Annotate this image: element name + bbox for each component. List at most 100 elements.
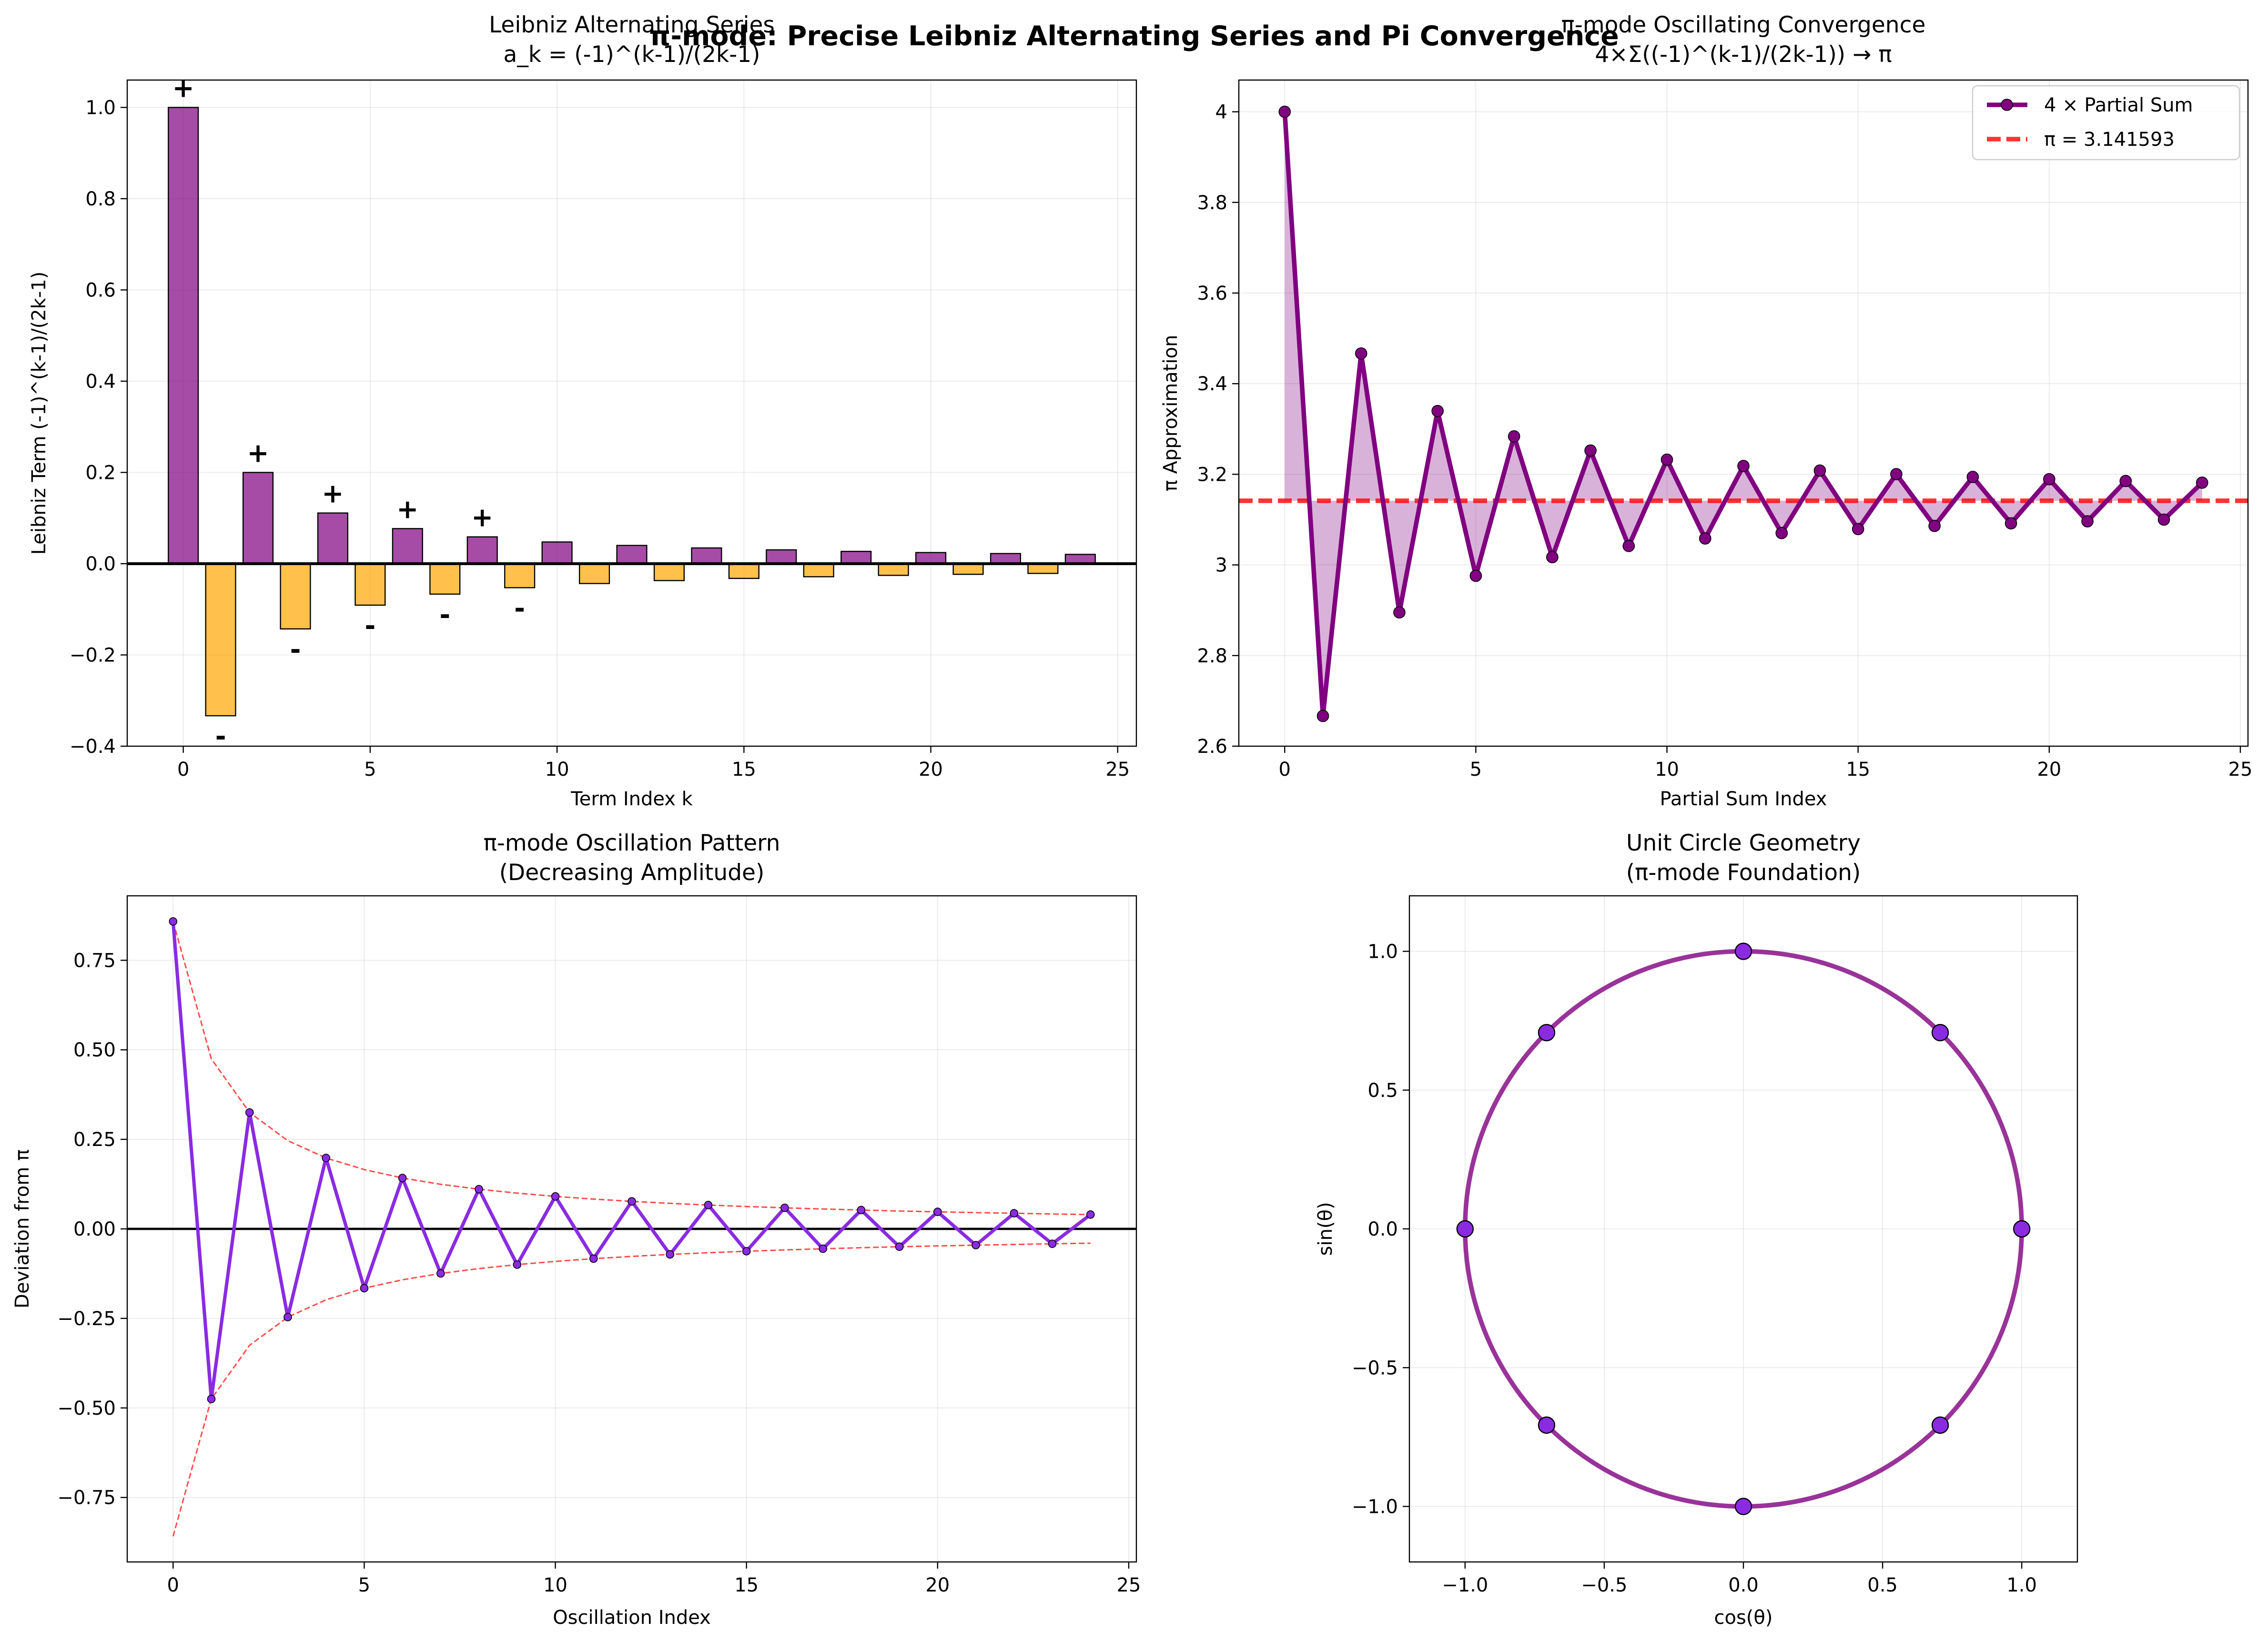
unit-circle-ytick-label: 0.5 (1367, 1080, 1398, 1102)
partial-sum-point (1775, 527, 1788, 539)
leibniz-terms-xtick-label: 10 (545, 759, 569, 780)
pi-convergence-ytick-label: 2.8 (1197, 645, 1227, 667)
unit-circle-ytick-label: 0.0 (1367, 1218, 1398, 1240)
pi-convergence-panel: 0 5 10 15 20 25 2.6 2.8 3 3.2 3.4 3.6 3.8 4 π-mode Os… (1160, 12, 2252, 810)
pi-convergence-title: π-mode Oscillating Convergence (1561, 12, 1926, 38)
leibniz-terms-ytick-label: −0.2 (70, 644, 116, 666)
pi-convergence-subtitle: 4×Σ((-1)^(k-1)/(2k-1)) → π (1595, 41, 1892, 68)
leibniz-terms-panel: + - + - + - + - + - 0 5 10 15 20 25 −0.4 −0.2 0.0 0.2 0.4 0.… (28, 12, 1137, 810)
partial-sum-point (2119, 475, 2132, 487)
oscillation-pattern-ylabel: Deviation from π (11, 1149, 33, 1308)
deviation-point (666, 1250, 675, 1259)
pi-convergence-ytick-label: 4 (1215, 101, 1227, 123)
partial-sum-point (1546, 551, 1559, 564)
leibniz-terms-xtick-label: 25 (1105, 759, 1130, 780)
leibniz-terms-ytick-label: 0.0 (85, 553, 116, 575)
partial-sum-point (2005, 517, 2017, 530)
leibniz-bar (766, 549, 797, 565)
deviation-point (742, 1247, 751, 1256)
deviation-point (436, 1269, 445, 1278)
pi-convergence-ylabel: π Approximation (1160, 335, 1182, 492)
deviation-point (972, 1241, 980, 1249)
figure-title: π-mode: Precise Leibniz Alternating Seri… (649, 20, 1619, 52)
leibniz-terms-ytick-label: 0.8 (85, 188, 116, 210)
legend-label-pi: π = 3.141593 (2044, 129, 2175, 151)
leibniz-terms-ytick-label: 0.2 (85, 462, 116, 484)
oscillation-pattern-xtick-label: 0 (167, 1574, 179, 1596)
leibniz-sign-label: - (290, 634, 301, 665)
deviation-point (628, 1197, 636, 1206)
pi-convergence-xtick-label: 5 (1470, 759, 1482, 780)
deviation-point (1010, 1209, 1019, 1218)
pi-convergence-xtick-label: 15 (1846, 759, 1870, 780)
pi-convergence-ytick-label: 2.6 (1197, 736, 1227, 758)
leibniz-sign-label: - (215, 721, 226, 751)
deviation-point (780, 1204, 789, 1212)
deviation-point (704, 1201, 713, 1209)
unit-circle-point (1734, 1498, 1752, 1515)
leibniz-bar (242, 472, 274, 565)
lower-envelope-line (172, 1242, 1091, 1537)
deviation-point (589, 1254, 598, 1263)
unit-circle-xtick-label: 0.5 (1867, 1574, 1898, 1596)
partial-sum-point (1278, 105, 1291, 118)
pi-convergence-ytick-label: 3.6 (1197, 283, 1227, 304)
leibniz-sign-label: - (364, 610, 375, 641)
leibniz-bar (691, 547, 722, 565)
oscillation-pattern-xtick-label: 5 (358, 1574, 370, 1596)
unit-circle-ytick-label: 1.0 (1367, 941, 1398, 963)
deviation-point (284, 1313, 292, 1321)
partial-sum-point (1660, 453, 1673, 466)
deviation-point (245, 1108, 254, 1117)
deviation-point (475, 1185, 483, 1194)
oscillation-pattern-ytick-label: 0.00 (73, 1218, 116, 1240)
oscillation-pattern-xtick-label: 20 (925, 1574, 950, 1596)
deviation-point (398, 1174, 407, 1182)
oscillation-pattern-xtick-label: 15 (734, 1574, 759, 1596)
leibniz-terms-xtick-label: 0 (177, 759, 189, 780)
leibniz-bar (392, 528, 423, 565)
deviation-point (207, 1395, 216, 1403)
leibniz-bar (168, 107, 199, 565)
deviation-point (1086, 1210, 1095, 1219)
partial-sum-point (1813, 464, 1826, 477)
leibniz-terms-title: Leibniz Alternating Series (489, 12, 775, 38)
unit-circle-ylabel: sin(θ) (1315, 1202, 1336, 1256)
leibniz-sign-label: + (247, 437, 269, 468)
pi-convergence-xtick-label: 25 (2228, 759, 2253, 780)
partial-sum-point (1890, 468, 1903, 480)
leibniz-bar (205, 563, 236, 717)
partial-sum-point (1737, 460, 1750, 472)
leibniz-terms-xlabel: Term Index k (570, 788, 693, 810)
pi-convergence-xtick-label: 0 (1279, 759, 1291, 780)
oscillation-pattern-xtick-label: 10 (543, 1574, 567, 1596)
leibniz-bar (728, 563, 759, 579)
leibniz-terms-xtick-label: 20 (919, 759, 943, 780)
deviation-point (819, 1244, 827, 1253)
oscillation-pattern-ytick-label: −0.75 (57, 1487, 116, 1509)
unit-circle-xtick-label: −0.5 (1581, 1574, 1627, 1596)
pi-convergence-xtick-label: 10 (1655, 759, 1679, 780)
leibniz-bar (466, 536, 498, 565)
deviation-point (1048, 1239, 1057, 1248)
pi-convergence-ytick-label: 3.4 (1197, 373, 1227, 395)
leibniz-bar (616, 545, 648, 565)
leibniz-bar (990, 553, 1022, 565)
partial-sum-point (2196, 476, 2208, 489)
leibniz-bar (878, 563, 909, 576)
unit-circle-ytick-label: −1.0 (1352, 1496, 1398, 1518)
oscillation-pattern-subtitle: (Decreasing Amplitude) (499, 860, 765, 886)
partial-sum-point (1928, 519, 1941, 532)
partial-sum-point (1355, 347, 1367, 360)
unit-circle-xtick-label: 1.0 (2006, 1574, 2037, 1596)
leibniz-sign-label: - (439, 599, 450, 630)
leibniz-terms-xtick-label: 5 (364, 759, 376, 780)
partial-sum-point (1584, 444, 1597, 457)
leibniz-terms-ytick-label: 0.4 (85, 371, 116, 393)
leibniz-sign-label: + (322, 478, 344, 509)
pi-convergence-ytick-label: 3.2 (1197, 464, 1227, 486)
deviation-point (857, 1206, 866, 1215)
leibniz-bar (803, 563, 834, 578)
leibniz-bar (504, 563, 536, 588)
deviation-point (169, 917, 178, 926)
